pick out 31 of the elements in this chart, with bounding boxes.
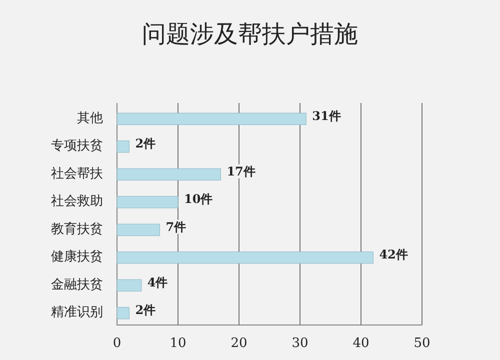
- data-label: 10件: [184, 192, 213, 206]
- data-label: 2件: [135, 136, 156, 151]
- bar: [116, 252, 374, 264]
- bar: [116, 140, 130, 153]
- data-label: 2件: [135, 303, 156, 318]
- data-label: 7件: [166, 220, 186, 234]
- x-tick-label: 0: [112, 336, 122, 351]
- y-tick-label: 金融扶贫: [51, 277, 103, 292]
- data-label: 31件: [312, 108, 341, 123]
- data-label: 4件: [147, 275, 168, 290]
- x-tick-label: 20: [230, 336, 248, 351]
- bar: [116, 224, 160, 236]
- y-tick-label: 精准识别: [51, 305, 103, 320]
- y-tick-label: 教育扶贫: [51, 220, 103, 237]
- chart-title: 问题涉及帮扶户措施: [142, 20, 358, 48]
- x-tick-label: 30: [292, 336, 308, 351]
- y-tick-label: 其他: [77, 110, 103, 126]
- x-tick-label: 10: [170, 336, 186, 351]
- x-tick-label: 40: [352, 336, 370, 351]
- y-tick-label: 社会救助: [51, 194, 103, 210]
- bar: [116, 196, 178, 208]
- bar: [116, 307, 130, 320]
- y-tick-label: 专项扶贫: [51, 138, 103, 154]
- bar: [116, 168, 221, 180]
- x-tick-label: 50: [414, 336, 430, 351]
- data-label: 42件: [379, 248, 408, 262]
- bar: [116, 279, 142, 292]
- y-tick-label: 健康扶贫: [51, 250, 103, 265]
- data-label: 17件: [226, 164, 256, 178]
- y-tick-label: 社会帮扶: [51, 166, 103, 182]
- bar: [116, 112, 306, 125]
